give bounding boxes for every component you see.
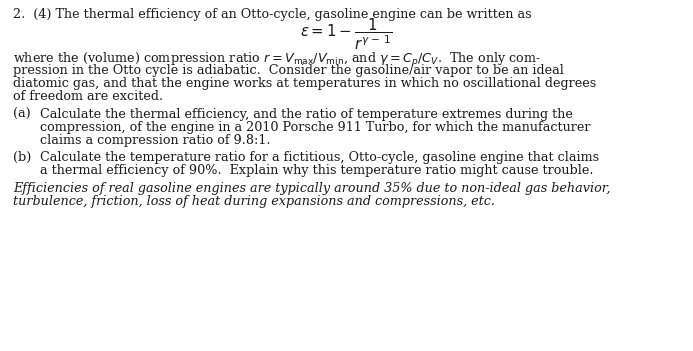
Text: where the (volume) compression ratio $r = V_{\mathrm{max}}/V_{\mathrm{min}}$, an: where the (volume) compression ratio $r … (13, 51, 541, 69)
Text: (a): (a) (13, 108, 30, 121)
Text: a thermal efficiency of 90%.  Explain why this temperature ratio might cause tro: a thermal efficiency of 90%. Explain why… (40, 164, 593, 177)
Text: (b): (b) (13, 151, 31, 164)
Text: diatomic gas, and that the engine works at temperatures in which no oscillationa: diatomic gas, and that the engine works … (13, 77, 596, 90)
Text: $\varepsilon = 1 - \dfrac{1}{r^{\gamma\,-\,1}}$: $\varepsilon = 1 - \dfrac{1}{r^{\gamma\,… (300, 17, 393, 52)
Text: of freedom are excited.: of freedom are excited. (13, 90, 163, 103)
Text: Calculate the thermal efficiency, and the ratio of temperature extremes during t: Calculate the thermal efficiency, and th… (40, 108, 573, 121)
Text: Efficiencies of real gasoline engines are typically around 35% due to non-ideal : Efficiencies of real gasoline engines ar… (13, 182, 611, 195)
Text: compression, of the engine in a 2010 Porsche 911 Turbo, for which the manufactur: compression, of the engine in a 2010 Por… (40, 121, 590, 134)
Text: pression in the Otto cycle is adiabatic.  Consider the gasoline/air vapor to be : pression in the Otto cycle is adiabatic.… (13, 64, 564, 77)
Text: Calculate the temperature ratio for a fictitious, Otto-cycle, gasoline engine th: Calculate the temperature ratio for a fi… (40, 151, 599, 164)
Text: turbulence, friction, loss of heat during expansions and compressions, etc.: turbulence, friction, loss of heat durin… (13, 195, 495, 208)
Text: 2.  (4) The thermal efficiency of an Otto-cycle, gasoline engine can be written : 2. (4) The thermal efficiency of an Otto… (13, 8, 532, 21)
Text: claims a compression ratio of 9.8:1.: claims a compression ratio of 9.8:1. (40, 134, 270, 147)
